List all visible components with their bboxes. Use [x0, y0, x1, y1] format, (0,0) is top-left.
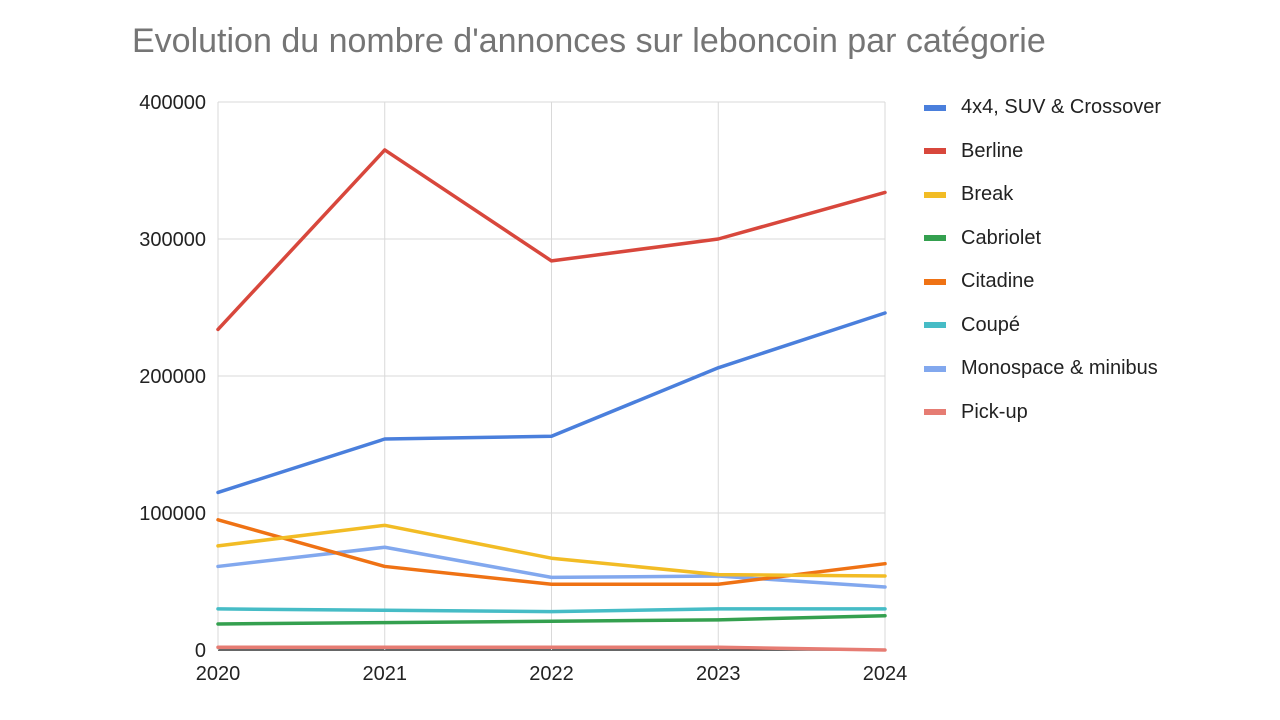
series-line-monospace-minibus [216, 545, 887, 589]
series-line-break [216, 523, 887, 578]
legend-swatch [924, 322, 946, 329]
legend-item[interactable]: Berline [924, 130, 1161, 174]
x-tick-label: 2024 [863, 663, 908, 685]
series-line-cabriolet [216, 614, 887, 626]
legend-label: Pick-up [961, 400, 1028, 423]
x-tick-label: 2020 [196, 663, 241, 685]
legend-label: Citadine [961, 270, 1035, 293]
chart-title: Evolution du nombre d'annonces sur lebon… [132, 22, 1046, 60]
x-tick-label: 2022 [529, 663, 574, 685]
legend-swatch [924, 191, 946, 198]
legend-swatch [924, 365, 946, 372]
legend-item[interactable]: Cabriolet [924, 217, 1161, 261]
legend-swatch [924, 148, 946, 155]
legend-item[interactable]: Break [924, 173, 1161, 217]
y-tick-label: 400000 [139, 92, 206, 114]
series-line-pick-up [216, 645, 887, 652]
series-line-4x4-suv-crossover [216, 311, 887, 495]
legend-item[interactable]: Pick-up [924, 391, 1161, 435]
legend-swatch [924, 409, 946, 416]
legend-item[interactable]: Monospace & minibus [924, 347, 1161, 391]
y-tick-label: 300000 [139, 229, 206, 251]
series-line-citadine [216, 518, 887, 586]
legend-item[interactable]: Coupé [924, 304, 1161, 348]
y-tick-label: 200000 [139, 366, 206, 388]
legend-swatch [924, 278, 946, 285]
legend-label: Coupé [961, 313, 1020, 336]
series-line-berline [216, 148, 887, 332]
series-line-coup [216, 607, 887, 614]
legend-label: Break [961, 183, 1014, 206]
chart-legend: 4x4, SUV & Crossover Berline Break Cabriole… [924, 86, 1161, 434]
legend-swatch [924, 104, 946, 111]
legend-label: Monospace & minibus [961, 357, 1158, 380]
legend-label: Berline [961, 139, 1024, 162]
x-tick-label: 2023 [696, 663, 741, 685]
y-tick-label: 0 [195, 640, 206, 662]
y-tick-label: 100000 [139, 503, 206, 525]
legend-item[interactable]: 4x4, SUV & Crossover [924, 86, 1161, 130]
legend-swatch [924, 235, 946, 242]
legend-item[interactable]: Citadine [924, 260, 1161, 304]
legend-label: 4x4, SUV & Crossover [961, 96, 1162, 119]
x-tick-label: 2021 [363, 663, 408, 685]
legend-label: Cabriolet [961, 226, 1042, 249]
